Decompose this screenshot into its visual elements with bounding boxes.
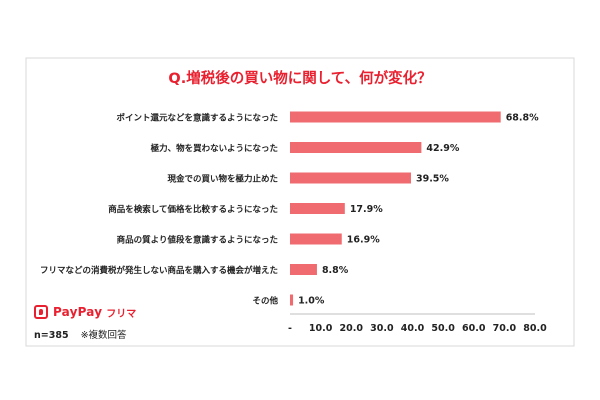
- brand-sub: フリマ: [106, 308, 137, 320]
- paypay-logo-icon: [34, 305, 48, 319]
- bar: [290, 172, 411, 184]
- bar: [290, 294, 294, 306]
- bar: [290, 111, 501, 123]
- data-label: 17.9%: [350, 204, 383, 215]
- multiple-answer-note: ※複数回答: [80, 330, 127, 341]
- bar: [290, 142, 422, 153]
- x-tick-label: 60.0: [462, 323, 486, 334]
- category-label: 極力、物を買わないようになった: [150, 143, 278, 154]
- data-label: 1.0%: [298, 296, 325, 307]
- x-tick-label: 40.0: [401, 323, 425, 334]
- x-tick-label: 80.0: [523, 323, 547, 334]
- sample-size: n=385: [34, 330, 69, 341]
- bar: [290, 233, 342, 245]
- sample-note: n=385 ※複数回答: [34, 327, 127, 341]
- paypay-logo: PayPay フリマ: [34, 303, 136, 321]
- x-tick-label: -: [288, 323, 292, 334]
- x-tick-label: 50.0: [431, 323, 455, 334]
- category-label: ポイント還元などを意識するようになった: [116, 113, 278, 124]
- category-label: 商品を検索して価格を比較するようになった: [108, 204, 278, 215]
- x-tick-label: 10.0: [309, 323, 333, 334]
- category-label: 商品の質より値段を意識するようになった: [117, 235, 278, 246]
- x-tick-label: 70.0: [493, 323, 517, 334]
- category-label: その他: [252, 296, 278, 307]
- bar: [290, 264, 317, 275]
- data-label: 8.8%: [322, 265, 349, 276]
- category-label: フリマなどの消費税が発生しない商品を購入する機会が増えた: [40, 265, 278, 276]
- category-label: 現金での買い物を極力止めた: [167, 174, 278, 185]
- bar: [290, 203, 345, 214]
- data-label: 42.9%: [426, 143, 459, 154]
- brand-name: PayPay: [53, 305, 103, 319]
- x-tick-label: 20.0: [340, 323, 364, 334]
- data-label: 39.5%: [416, 174, 449, 185]
- data-label: 16.9%: [347, 235, 380, 246]
- chart-title: Q.増税後の買い物に関して、何が変化？: [168, 69, 431, 87]
- x-tick-label: 30.0: [370, 323, 394, 334]
- chart-frame: [25, 57, 575, 347]
- data-label: 68.8%: [506, 113, 539, 124]
